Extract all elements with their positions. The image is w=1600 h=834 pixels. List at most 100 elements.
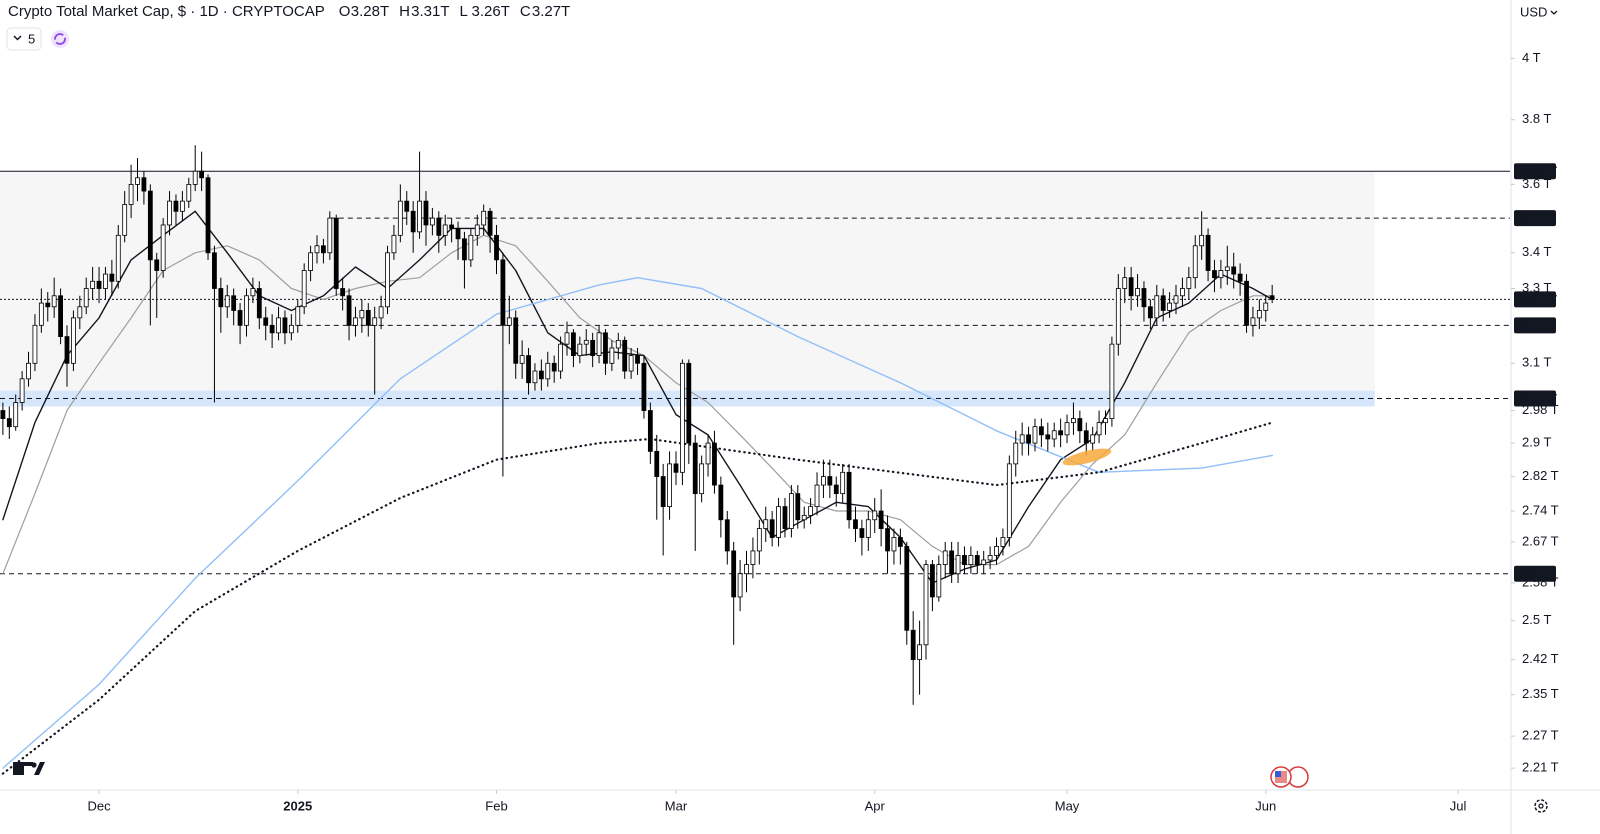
x-tick-label: Feb <box>485 798 507 813</box>
candle-body <box>32 324 38 364</box>
candle-body <box>628 355 634 372</box>
sync-button[interactable] <box>51 30 69 48</box>
y-tick-label: 2.9 T <box>1522 435 1551 450</box>
candle-body <box>801 514 807 521</box>
candle-body <box>218 288 224 308</box>
candle-body <box>199 170 205 179</box>
candle-body <box>686 362 692 444</box>
candle-body <box>583 339 589 345</box>
candle-body <box>333 217 339 289</box>
candle-body <box>423 200 429 226</box>
event-flags[interactable] <box>1270 766 1309 788</box>
candle-body <box>513 317 519 364</box>
candle-body <box>1038 426 1044 436</box>
candle-body <box>756 528 762 552</box>
candle-body <box>38 302 44 326</box>
candle-body <box>949 550 955 575</box>
candle-body <box>942 550 948 565</box>
candle-body <box>154 259 160 271</box>
indicators-toggle[interactable] <box>6 27 42 51</box>
candle-body <box>744 564 749 575</box>
price-badge-label: 3.27 T <box>1520 292 1557 307</box>
candle-body <box>897 537 903 547</box>
moving-average <box>2 210 1273 584</box>
candle-body <box>551 362 557 372</box>
y-tick-label: 2.67 T <box>1522 533 1559 548</box>
candle-body <box>788 493 794 529</box>
y-tick-label: 2.42 T <box>1522 651 1559 666</box>
candle-body <box>1205 234 1211 271</box>
candle-body <box>930 564 935 598</box>
candle-body <box>173 200 179 212</box>
candle-body <box>378 306 384 319</box>
candle-body <box>660 476 666 508</box>
ohlc-value: 3.26T <box>472 3 510 20</box>
candle-body <box>603 332 608 364</box>
candle-body <box>192 170 198 185</box>
candle-body <box>712 442 717 486</box>
candle-body <box>795 493 801 521</box>
candle-body <box>840 471 846 495</box>
candle-body <box>519 355 525 364</box>
candle-body <box>1167 302 1173 311</box>
candle-body <box>1000 537 1006 547</box>
candle-body <box>590 339 596 357</box>
candle-body <box>532 370 538 384</box>
price-badge <box>1514 565 1556 582</box>
candle-body <box>1173 295 1179 304</box>
candle-body <box>923 564 929 646</box>
candle-body <box>1006 463 1012 538</box>
candle-body <box>26 362 31 380</box>
candle-body <box>955 555 961 575</box>
candle-body <box>1269 295 1275 300</box>
candle-body <box>372 317 378 326</box>
candle-body <box>782 506 788 529</box>
candle-body <box>327 217 333 254</box>
candle-body <box>269 324 275 334</box>
settings-button[interactable] <box>1534 799 1548 813</box>
candle-body <box>77 306 83 319</box>
y-tick-label: 4 T <box>1522 50 1541 65</box>
candle-body <box>1244 280 1249 326</box>
candle-body <box>1154 295 1160 319</box>
currency-button[interactable] <box>1514 2 1566 24</box>
chart-title: Crypto Total Market Cap, $ · 1D · CRYPTO… <box>8 3 325 20</box>
candle-body <box>321 245 326 254</box>
candle-body <box>622 339 628 372</box>
candle-body <box>981 559 987 565</box>
candle-body <box>1058 430 1064 436</box>
candle-body <box>1160 295 1166 311</box>
candle-body <box>814 484 820 508</box>
candle-body <box>680 362 685 473</box>
candle-body <box>410 210 416 233</box>
candle-body <box>212 252 217 289</box>
y-tick-label: 2.21 T <box>1522 760 1559 775</box>
candle-body <box>962 555 967 565</box>
candle-body <box>147 190 153 261</box>
price-badge-label: 3.64 T <box>1520 164 1557 179</box>
x-tick-label: 2025 <box>283 798 312 813</box>
candle-body <box>295 306 301 326</box>
candle-body <box>609 347 615 364</box>
candle-body <box>115 234 121 282</box>
candle-body <box>237 310 243 326</box>
ohlc-value: 3.27T <box>532 3 570 20</box>
y-tick-label: 2.74 T <box>1522 502 1559 517</box>
candle-body <box>263 317 269 326</box>
candle-body <box>90 280 96 289</box>
candle-body <box>301 270 307 308</box>
x-tick-label: Apr <box>865 798 886 813</box>
price-badge-label: 2.6 T <box>1520 566 1550 581</box>
candle-body <box>500 259 506 326</box>
candle-body <box>462 238 467 261</box>
candle-body <box>391 234 397 254</box>
y-tick-label: 2.82 T <box>1522 468 1559 483</box>
candle-body <box>692 442 698 495</box>
candle-body <box>167 200 172 226</box>
candle-body <box>936 564 942 598</box>
highlight-drawing <box>1062 448 1112 466</box>
candle-body <box>282 317 288 334</box>
candle-body <box>654 450 660 477</box>
candle-body <box>1109 343 1115 419</box>
candle-body <box>1122 277 1128 289</box>
